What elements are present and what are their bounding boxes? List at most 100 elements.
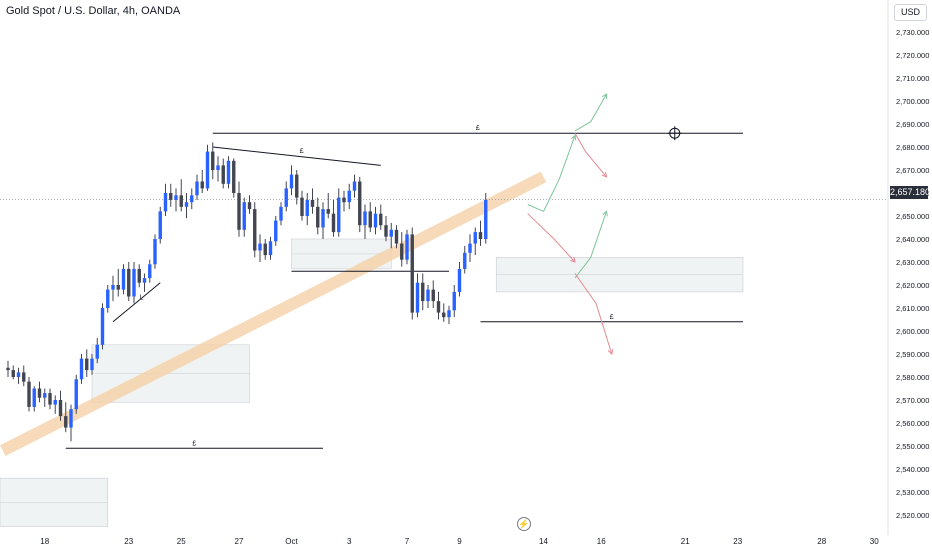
- candle-body: [79, 358, 84, 380]
- x-tick-label: 23: [124, 537, 133, 546]
- candle: [268, 236, 273, 260]
- candle: [90, 354, 94, 375]
- candle-body: [321, 209, 325, 228]
- projection-arrowhead: [607, 348, 614, 355]
- candle: [132, 262, 136, 304]
- y-tick-label: 2,580.000: [896, 373, 929, 382]
- candle: [174, 188, 178, 212]
- candle: [321, 202, 325, 239]
- projection-arrowhead: [601, 93, 608, 100]
- candle-body: [300, 197, 304, 216]
- candle: [184, 193, 189, 219]
- candle-body: [95, 344, 99, 359]
- candle: [247, 195, 252, 214]
- candle-body: [69, 409, 73, 428]
- candle-body: [237, 193, 241, 230]
- candle: [106, 285, 110, 313]
- candle-body: [111, 285, 115, 290]
- candle: [22, 365, 26, 387]
- candle-body: [116, 285, 120, 290]
- projection-path: [527, 135, 576, 213]
- candle-body: [342, 197, 346, 203]
- last-price-label: 2,657.180: [890, 186, 931, 199]
- candle: [337, 188, 341, 237]
- candle-body: [368, 211, 372, 228]
- y-tick-label: 2,720.000: [896, 51, 929, 60]
- candle-body: [436, 301, 441, 313]
- candle: [436, 291, 441, 320]
- bolt-icon[interactable]: ⚡: [517, 517, 531, 531]
- candle-body: [247, 202, 252, 210]
- y-tick-label: 2,610.000: [896, 304, 929, 313]
- candle: [421, 273, 425, 311]
- candle-body: [326, 209, 330, 214]
- candle-body: [169, 193, 173, 200]
- candle: [463, 245, 467, 274]
- candle: [121, 264, 126, 295]
- candle-body: [442, 312, 446, 318]
- y-tick-label: 2,540.000: [896, 465, 929, 474]
- candle: [85, 349, 89, 377]
- projection-path: [574, 132, 607, 178]
- candle: [74, 374, 78, 414]
- level-label: £: [192, 440, 196, 447]
- x-tick-label: Oct: [285, 537, 298, 546]
- candle: [237, 181, 241, 237]
- candle: [205, 144, 210, 191]
- candle: [16, 367, 21, 384]
- candle: [305, 193, 309, 226]
- candle: [100, 303, 105, 350]
- candle-body: [132, 268, 136, 297]
- candle: [484, 193, 488, 244]
- candle: [415, 273, 420, 318]
- candle-body: [211, 151, 215, 170]
- candle-body: [484, 199, 488, 239]
- trendline: [112, 282, 161, 323]
- candle-body: [295, 174, 299, 198]
- candle: [58, 390, 63, 421]
- candle-body: [226, 160, 231, 184]
- candle: [363, 204, 367, 239]
- candle-body: [174, 195, 178, 200]
- candle: [153, 234, 157, 269]
- y-tick-label: 2,560.000: [896, 419, 929, 428]
- candle: [295, 170, 299, 205]
- candle: [279, 202, 283, 226]
- candle: [37, 381, 42, 403]
- candle: [27, 377, 31, 412]
- candle: [431, 280, 435, 308]
- candle: [452, 285, 456, 318]
- candle-body: [400, 243, 404, 260]
- candle: [69, 404, 73, 442]
- candle-body: [179, 195, 183, 207]
- candle-body: [331, 213, 336, 233]
- candle-body: [268, 241, 273, 256]
- candle: [405, 229, 409, 265]
- x-tick-label: 27: [235, 537, 244, 546]
- candle-body: [384, 225, 388, 237]
- candle: [457, 262, 462, 297]
- candle-body: [289, 174, 294, 189]
- y-tick-label: 2,730.000: [896, 28, 929, 37]
- candle: [400, 232, 404, 267]
- candle-body: [216, 165, 220, 170]
- candle-body: [11, 370, 15, 377]
- candle: [11, 365, 15, 380]
- trendline-label: £: [300, 148, 304, 155]
- candle-body: [305, 199, 309, 216]
- candle: [163, 183, 168, 216]
- x-tick-label: 23: [733, 537, 742, 546]
- candle-body: [58, 400, 63, 417]
- candle-body: [74, 379, 78, 410]
- candle: [468, 234, 472, 262]
- candle-body: [48, 393, 52, 405]
- candle-body: [457, 268, 462, 292]
- candle: [137, 264, 141, 288]
- candle-body: [137, 268, 141, 283]
- candle: [253, 202, 257, 258]
- candle-body: [106, 289, 110, 308]
- candle-body: [415, 282, 420, 313]
- symbol-title: Gold Spot / U.S. Dollar, 4h, OANDA: [6, 5, 181, 17]
- currency-selector[interactable]: USD: [894, 4, 927, 21]
